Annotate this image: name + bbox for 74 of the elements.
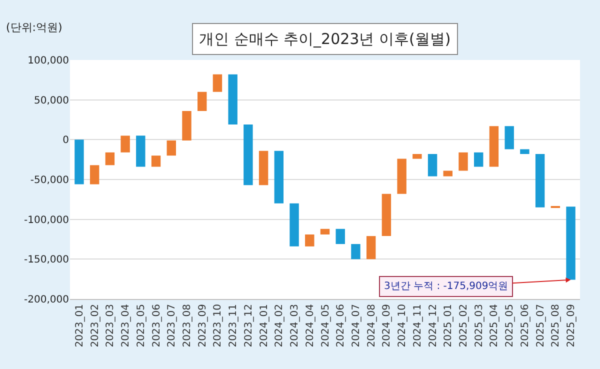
y-tick-label: -150,000: [24, 254, 69, 266]
x-tick-label: 2023_06: [151, 304, 162, 348]
x-tick-label: 2025_06: [520, 304, 531, 348]
x-tick-label: 2024_07: [350, 304, 362, 348]
x-tick-label: 2025_07: [535, 304, 546, 348]
x-tick-label: 2025_02: [458, 304, 470, 348]
y-tick-label: 50,000: [34, 95, 69, 106]
bar: [320, 228, 330, 234]
x-tick-label: 2024_05: [320, 304, 332, 348]
bar: [428, 154, 438, 176]
bar: [244, 124, 253, 186]
y-tick-label: 0: [62, 135, 69, 146]
x-tick-label: 2024_06: [336, 304, 347, 348]
bar: [443, 170, 452, 176]
bar: [520, 149, 530, 154]
x-tick-label: 2025_01: [443, 304, 454, 348]
x-tick-label: 2024_09: [382, 304, 393, 348]
bar: [258, 150, 268, 186]
bar: [366, 236, 376, 260]
bar: [120, 136, 130, 152]
x-tick-label: 2023_07: [166, 304, 178, 348]
bar: [274, 150, 284, 204]
bar: [535, 154, 545, 208]
x-tick-label: 2023_02: [90, 304, 101, 348]
bar: [90, 165, 100, 184]
x-tick-label: 2024_08: [366, 304, 378, 348]
x-tick-label: 2025_04: [489, 304, 500, 348]
bar: [105, 152, 115, 166]
bar: [136, 136, 146, 167]
x-tick-label: 2024_01: [258, 304, 270, 348]
x-tick-label: 2024_03: [290, 304, 301, 348]
bar: [397, 158, 406, 194]
bar: [382, 194, 392, 236]
bar: [166, 140, 176, 156]
x-tick-label: 2023_03: [105, 304, 116, 348]
bar: [305, 234, 314, 246]
x-tick-label: 2023_09: [197, 304, 208, 348]
y-tick-label: -200,000: [24, 294, 69, 306]
x-tick-label: 2024_10: [397, 304, 408, 348]
y-tick-label: -50,000: [30, 175, 69, 186]
bar: [228, 74, 238, 125]
bar: [504, 126, 514, 150]
bar: [182, 110, 192, 140]
bar: [458, 152, 468, 171]
x-tick-label: 2024_02: [274, 304, 286, 348]
bar: [489, 126, 499, 167]
x-tick-label: 2024_04: [304, 304, 316, 348]
y-axis-title: (단위:억원): [6, 21, 62, 34]
x-tick-label: 2024_12: [428, 304, 439, 348]
x-tick-label: 2023_12: [243, 304, 254, 348]
x-tick-label: 2025_09: [566, 304, 578, 348]
bar: [212, 74, 222, 92]
bar: [151, 156, 161, 167]
x-tick-label: 2023_08: [182, 304, 193, 348]
bar: [474, 152, 484, 167]
x-tick-label: 2023_10: [212, 304, 224, 348]
x-tick-label: 2023_05: [136, 304, 147, 348]
annotation: 3년간 누적 : -175,909억원: [384, 281, 508, 292]
x-tick-label: 2025_08: [550, 304, 562, 348]
y-tick-label: 100,000: [28, 56, 69, 66]
bar: [351, 244, 360, 260]
bar: [74, 140, 84, 184]
x-tick-label: 2025_03: [474, 304, 485, 348]
x-tick-label: 2025_05: [504, 304, 516, 348]
x-tick-label: 2023_11: [228, 304, 240, 348]
chart-title: 개인 순매수 추이_2023년 이후(월별): [199, 30, 451, 48]
y-tick-label: -100,000: [24, 214, 69, 226]
bar: [198, 92, 207, 111]
x-tick-label: 2023_01: [74, 304, 86, 348]
x-tick-label: 2023_04: [120, 304, 132, 348]
x-tick-label: 2024_11: [412, 304, 424, 348]
bar: [412, 154, 422, 159]
bar: [336, 228, 345, 244]
bar: [290, 203, 299, 246]
